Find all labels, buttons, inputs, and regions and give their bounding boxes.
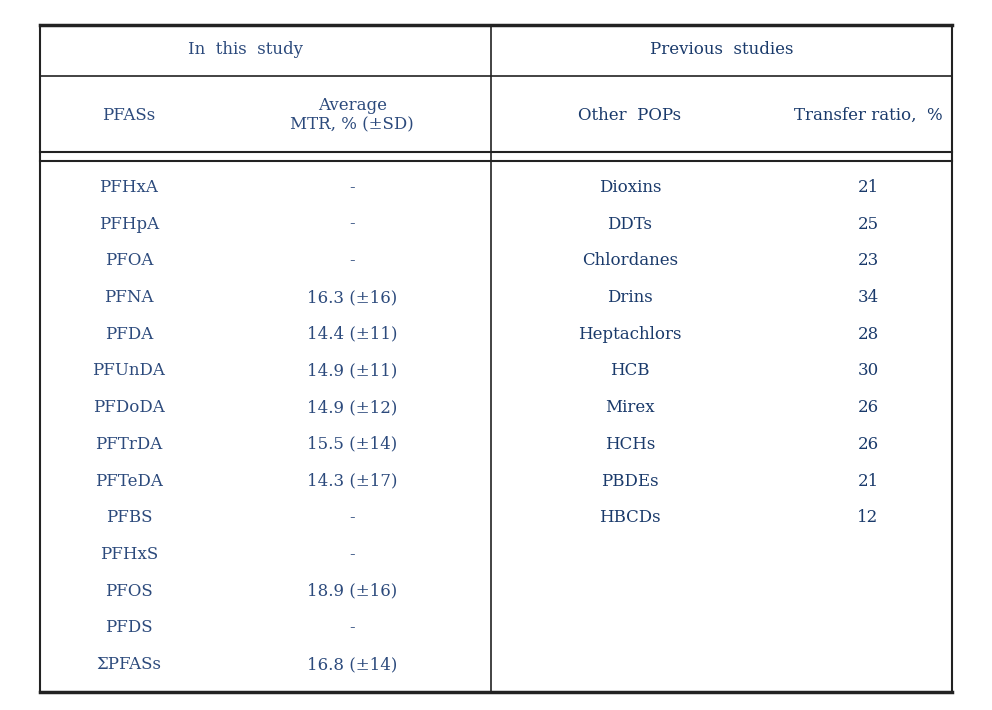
Text: 16.8 (±14): 16.8 (±14): [307, 656, 398, 673]
Text: HCHs: HCHs: [605, 436, 655, 453]
Text: -: -: [349, 619, 355, 636]
Text: 21: 21: [857, 473, 879, 490]
Text: -: -: [349, 509, 355, 526]
Text: Chlordanes: Chlordanes: [582, 252, 678, 269]
Text: 23: 23: [857, 252, 879, 269]
Text: PFTeDA: PFTeDA: [95, 473, 163, 490]
Text: PFHxS: PFHxS: [100, 546, 158, 563]
Text: PFNA: PFNA: [104, 289, 154, 306]
Text: 26: 26: [857, 436, 879, 453]
Text: -: -: [349, 179, 355, 196]
Text: 15.5 (±14): 15.5 (±14): [308, 436, 397, 453]
Text: PFDS: PFDS: [105, 619, 153, 636]
Text: 26: 26: [857, 399, 879, 416]
Text: Dioxins: Dioxins: [598, 179, 662, 196]
Text: 21: 21: [857, 179, 879, 196]
Text: In  this  study: In this study: [187, 41, 303, 58]
Text: Heptachlors: Heptachlors: [578, 326, 682, 343]
Text: PBDEs: PBDEs: [601, 473, 659, 490]
Text: PFUnDA: PFUnDA: [92, 362, 166, 379]
Text: 28: 28: [857, 326, 879, 343]
Text: 14.4 (±11): 14.4 (±11): [307, 326, 398, 343]
Text: PFOS: PFOS: [105, 583, 153, 600]
Text: PFDoDA: PFDoDA: [93, 399, 165, 416]
Text: Transfer ratio,  %: Transfer ratio, %: [794, 106, 942, 124]
Text: DDTs: DDTs: [607, 216, 653, 233]
Text: HBCDs: HBCDs: [599, 509, 661, 526]
Text: PFTrDA: PFTrDA: [95, 436, 163, 453]
Text: PFOA: PFOA: [105, 252, 153, 269]
Text: 14.3 (±17): 14.3 (±17): [307, 473, 398, 490]
Text: -: -: [349, 252, 355, 269]
Text: PFASs: PFASs: [102, 106, 156, 124]
Text: Drins: Drins: [607, 289, 653, 306]
Text: 30: 30: [857, 362, 879, 379]
Text: -: -: [349, 546, 355, 563]
Text: 14.9 (±12): 14.9 (±12): [307, 399, 398, 416]
Text: PFHxA: PFHxA: [99, 179, 159, 196]
Text: 12: 12: [857, 509, 879, 526]
Text: 14.9 (±11): 14.9 (±11): [307, 362, 398, 379]
Text: 16.3 (±16): 16.3 (±16): [308, 289, 397, 306]
Text: HCB: HCB: [610, 362, 650, 379]
Text: Average
MTR, % (±SD): Average MTR, % (±SD): [291, 97, 414, 133]
Text: ΣPFASs: ΣPFASs: [96, 656, 162, 673]
Text: 18.9 (±16): 18.9 (±16): [308, 583, 397, 600]
Text: Other  POPs: Other POPs: [578, 106, 682, 124]
Text: Mirex: Mirex: [605, 399, 655, 416]
Text: PFBS: PFBS: [106, 509, 152, 526]
Text: 34: 34: [857, 289, 879, 306]
Text: -: -: [349, 216, 355, 233]
Text: 25: 25: [857, 216, 879, 233]
Text: Previous  studies: Previous studies: [651, 41, 794, 58]
Text: PFDA: PFDA: [105, 326, 153, 343]
Text: PFHpA: PFHpA: [99, 216, 159, 233]
